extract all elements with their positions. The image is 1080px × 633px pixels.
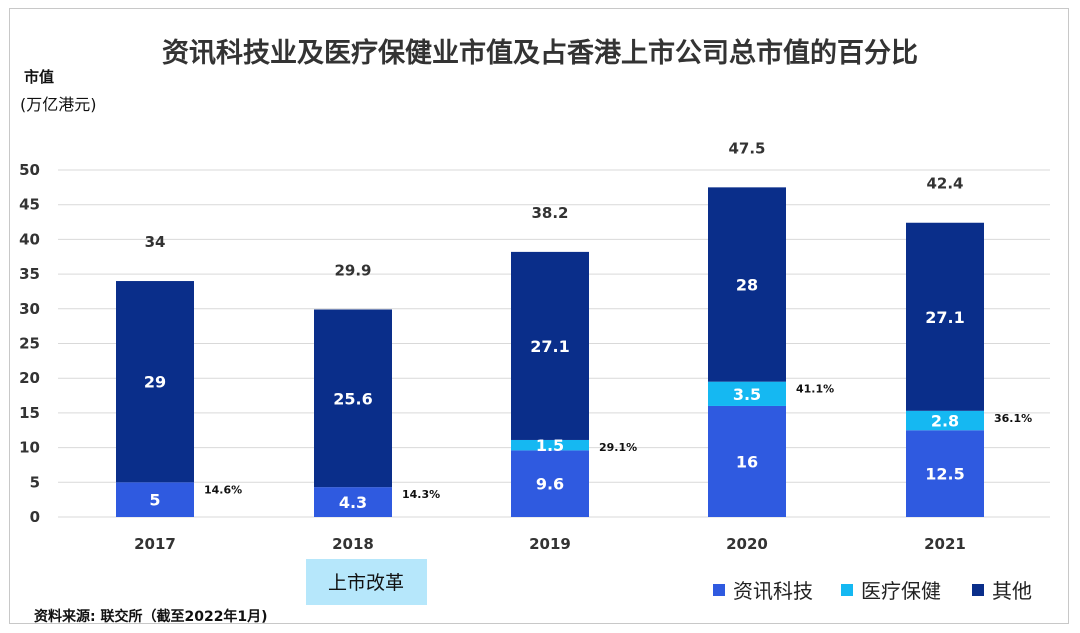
chart-title: 资讯科技业及医疗保健业市值及占香港上市公司总市值的百分比 (162, 37, 918, 69)
total-label: 34 (145, 233, 166, 251)
bar-segment (511, 450, 589, 517)
bars (116, 187, 984, 517)
y-tick-label: 25 (19, 335, 40, 353)
bar-segment (314, 487, 392, 517)
percentage-label: 41.1% (796, 383, 834, 396)
chart-frame (9, 8, 1069, 624)
segment-label: 4.3 (339, 493, 367, 512)
y-tick-label: 0 (30, 508, 40, 526)
total-label: 47.5 (728, 139, 765, 157)
y-tick-label: 10 (19, 439, 40, 457)
bar-segment (116, 281, 194, 483)
legend-swatch (713, 584, 725, 596)
y-tick-label: 50 (19, 161, 40, 179)
annotation-text: 上市改革 (328, 572, 404, 594)
y-tick-label: 20 (19, 369, 40, 387)
segment-label: 27.1 (925, 308, 964, 327)
x-tick-label: 2019 (529, 535, 571, 553)
x-tick-label: 2020 (726, 535, 768, 553)
source-note: 资料来源: 联交所（截至2022年1月) (34, 608, 268, 625)
legend: 资讯科技 医疗保健 其他 (713, 579, 1032, 603)
y-tick-label: 45 (19, 196, 40, 214)
y-tick-label: 35 (19, 265, 40, 283)
legend-swatch (972, 584, 984, 596)
segment-label: 9.6 (536, 475, 564, 494)
bar-segment (906, 410, 984, 431)
bar-segment (906, 222, 984, 411)
total-label: 38.2 (531, 204, 568, 222)
percentage-label: 14.3% (402, 488, 440, 501)
segment-label: 5 (149, 491, 160, 510)
y-tick-label: 30 (19, 300, 40, 318)
x-tick-label: 2018 (332, 535, 374, 553)
y-tick-label: 15 (19, 404, 40, 422)
bar-segment (511, 439, 589, 451)
bar-segment (708, 405, 786, 517)
segment-label: 16 (736, 452, 758, 471)
y-tick-label: 5 (30, 473, 40, 491)
y-tick-label: 40 (19, 230, 40, 248)
segment-label: 29 (144, 373, 166, 392)
percentage-label: 14.6% (204, 483, 242, 496)
legend-swatch (841, 584, 853, 596)
bar-segment (906, 430, 984, 517)
total-label: 42.4 (926, 175, 963, 193)
segment-label: 2.8 (931, 412, 959, 431)
segment-label: 1.5 (536, 436, 564, 455)
x-tick-label: 2017 (134, 535, 176, 553)
bar-segment (314, 309, 392, 488)
total-label: 29.9 (334, 261, 371, 279)
segment-label: 28 (736, 276, 758, 295)
percentage-label: 29.1% (599, 441, 637, 454)
percentage-label: 36.1% (994, 412, 1032, 425)
legend-label: 其他 (992, 579, 1032, 603)
segment-label: 27.1 (530, 337, 569, 356)
x-tick-label: 2021 (924, 535, 966, 553)
bar-segment (708, 187, 786, 382)
segment-label: 3.5 (733, 385, 761, 404)
segment-label: 25.6 (333, 389, 372, 408)
bar-segment (116, 482, 194, 517)
annotation-box (306, 559, 427, 605)
data-labels: 5 29 34 14.6% 2017 4.3 25.6 29.9 14.3% 2018 9.6 1.5… (134, 139, 1032, 553)
y-axis-label: 市值 (24, 68, 54, 86)
segment-label: 12.5 (925, 465, 964, 484)
legend-label: 医疗保健 (861, 579, 941, 603)
bar-segment (708, 381, 786, 406)
y-axis-unit: (万亿港元) (20, 95, 97, 114)
legend-label: 资讯科技 (733, 579, 813, 603)
bar-segment (511, 251, 589, 440)
